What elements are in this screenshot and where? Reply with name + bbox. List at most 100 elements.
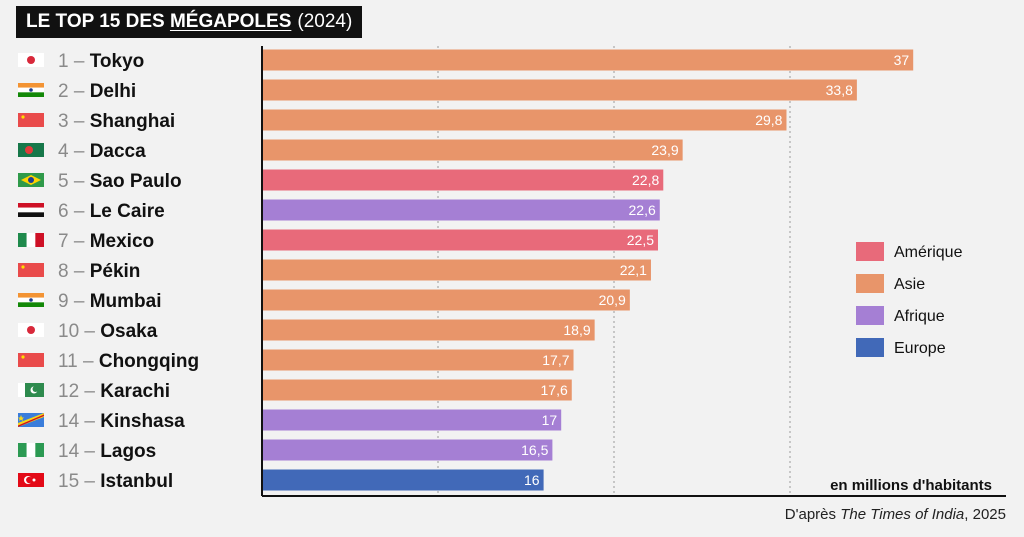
rank-label: 2 –: [58, 81, 90, 102]
rank-label: 7 –: [58, 231, 90, 252]
flags: [18, 53, 44, 487]
bar: [262, 409, 562, 431]
value-labels: 37 33,8 29,8 23,9 22,8 22,6 22,5 22,1 20,9 18,9 17…: [521, 52, 909, 488]
drc-flag-icon: [18, 413, 44, 427]
india-flag-icon: [18, 83, 44, 97]
india-flag-icon: [18, 293, 44, 307]
row-label: 10 – Osaka: [58, 321, 158, 342]
row-label: 3 – Shanghai: [58, 111, 175, 132]
bars: [262, 49, 914, 491]
pakistan-flag-icon: [18, 383, 44, 397]
bar: [262, 229, 658, 251]
bar: [262, 109, 787, 131]
bar: [262, 289, 630, 311]
value-label: 22,8: [632, 172, 659, 188]
bangladesh-flag-icon: [18, 143, 44, 157]
row-label: 14 – Kinshasa: [58, 411, 185, 432]
china-flag-icon: [18, 113, 44, 127]
city-label: Pékin: [90, 261, 141, 282]
city-label: Istanbul: [100, 471, 173, 492]
x-axis-label: en millions d'habitants: [830, 477, 992, 494]
legend-label: Amérique: [894, 244, 963, 261]
rank-label: 6 –: [58, 201, 90, 222]
city-label: Mexico: [90, 231, 154, 252]
row-label: 5 – Sao Paulo: [58, 171, 182, 192]
row-label: 2 – Delhi: [58, 81, 136, 102]
bar: [262, 79, 857, 101]
city-label: Tokyo: [90, 51, 145, 72]
title-highlight: MÉGAPOLES: [169, 11, 292, 32]
bar: [262, 439, 553, 461]
value-label: 16,5: [521, 442, 548, 458]
city-label: Mumbai: [90, 291, 162, 312]
turkey-flag-icon: [18, 473, 44, 487]
egypt-flag-icon: [18, 203, 44, 217]
value-label: 18,9: [563, 322, 590, 338]
bar: [262, 139, 683, 161]
japan-flag-icon: [18, 53, 44, 67]
nigeria-flag-icon: [18, 443, 44, 457]
bar: [262, 169, 664, 191]
rank-label: 4 –: [58, 141, 90, 162]
city-label: Lagos: [100, 441, 156, 462]
row-label: 8 – Pékin: [58, 261, 140, 282]
bar: [262, 199, 660, 221]
row-label: 14 – Lagos: [58, 441, 156, 462]
city-label: Karachi: [100, 381, 170, 402]
row-label: 7 – Mexico: [58, 231, 154, 252]
row-label: 12 – Karachi: [58, 381, 170, 402]
city-label: Kinshasa: [100, 411, 185, 432]
japan-flag-icon: [18, 323, 44, 337]
rank-label: 8 –: [58, 261, 90, 282]
title-prefix: LE TOP 15 DES: [26, 11, 165, 32]
brazil-flag-icon: [18, 173, 44, 187]
rank-label: 5 –: [58, 171, 90, 192]
rank-label: 9 –: [58, 291, 90, 312]
value-label: 17: [542, 412, 558, 428]
bar: [262, 349, 574, 371]
bar: [262, 469, 544, 491]
bar: [262, 319, 595, 341]
bar: [262, 49, 914, 71]
legend-swatch: [856, 338, 884, 357]
china-flag-icon: [18, 263, 44, 277]
rank-label: 1 –: [58, 51, 90, 72]
legend-swatch: [856, 274, 884, 293]
bar: [262, 379, 572, 401]
bar: [262, 259, 651, 281]
legend: Amérique Asie Afrique Europe: [856, 242, 963, 357]
row-label: 1 – Tokyo: [58, 51, 144, 72]
city-label: Dacca: [90, 141, 146, 162]
rank-label: 14 –: [58, 411, 100, 432]
value-label: 22,5: [627, 232, 654, 248]
legend-swatch: [856, 306, 884, 325]
row-label: 11 – Chongqing: [58, 351, 199, 372]
legend-label: Europe: [894, 340, 946, 357]
legend-swatch: [856, 242, 884, 261]
value-label: 23,9: [651, 142, 678, 158]
chart-title: LE TOP 15 DES MÉGAPOLES (2024): [16, 6, 363, 38]
value-label: 22,1: [620, 262, 647, 278]
value-label: 37: [894, 52, 910, 68]
legend-label: Asie: [894, 276, 925, 293]
city-label: Delhi: [90, 81, 136, 102]
value-label: 20,9: [599, 292, 626, 308]
title-year: (2024): [297, 11, 353, 32]
rank-label: 15 –: [58, 471, 100, 492]
rank-label: 12 –: [58, 381, 100, 402]
mexico-flag-icon: [18, 233, 44, 247]
row-label: 4 – Dacca: [58, 141, 146, 162]
value-label: 17,7: [542, 352, 569, 368]
row-label: 15 – Istanbul: [58, 471, 173, 492]
china-flag-icon: [18, 353, 44, 367]
row-label: 6 – Le Caire: [58, 201, 165, 222]
source-publication: The Times of India: [840, 506, 964, 523]
rank-label: 3 –: [58, 111, 90, 132]
source-prefix: D'après: [785, 506, 840, 523]
rank-label: 11 –: [58, 351, 99, 372]
city-label: Chongqing: [99, 351, 199, 372]
value-label: 17,6: [541, 382, 568, 398]
value-label: 22,6: [629, 202, 656, 218]
rank-label: 10 –: [58, 321, 100, 342]
